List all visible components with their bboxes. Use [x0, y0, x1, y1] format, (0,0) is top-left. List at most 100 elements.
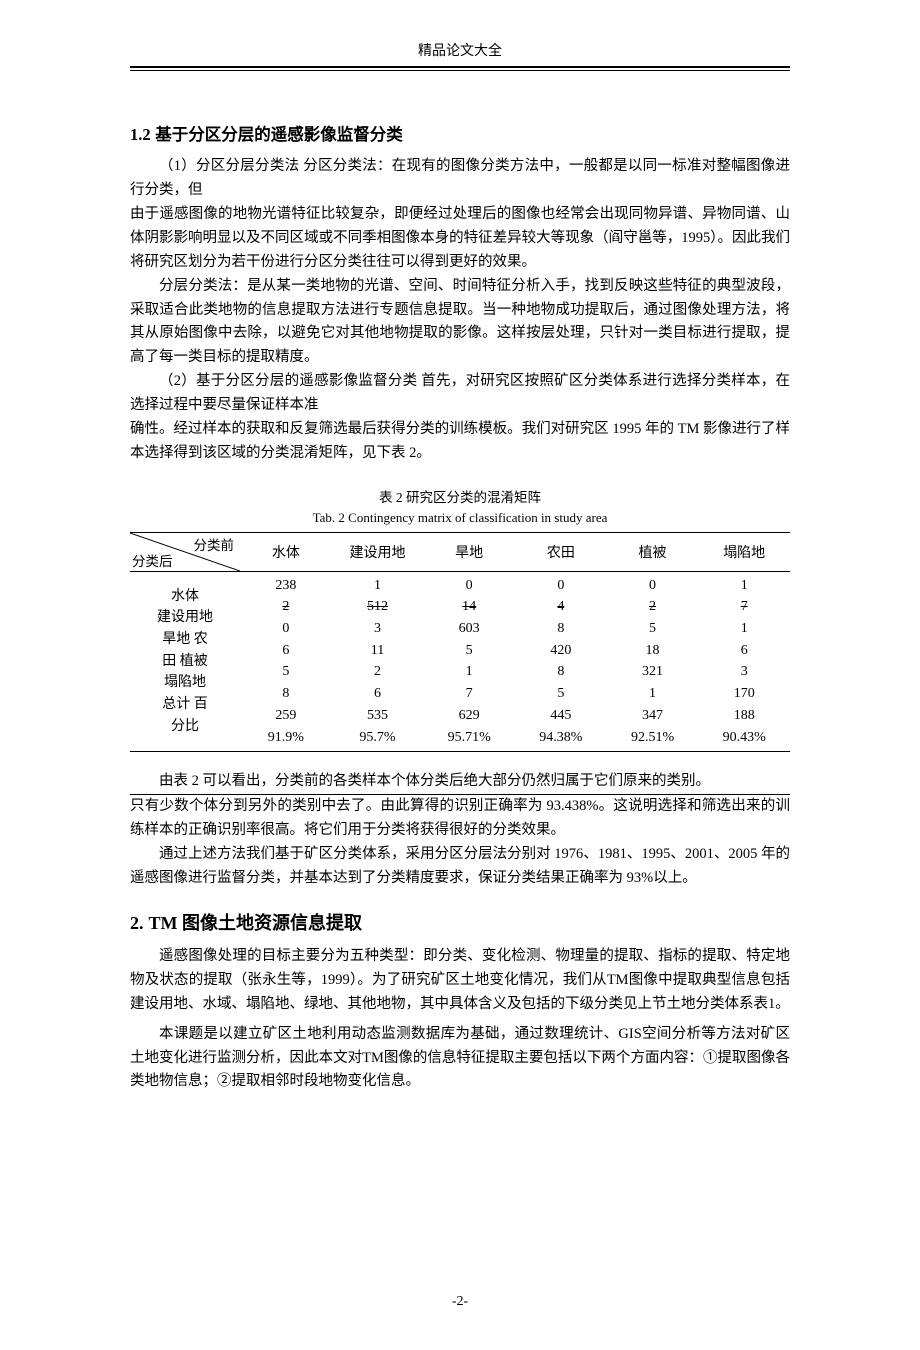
cell: 0 [607, 575, 699, 597]
cell: 6 [698, 640, 790, 662]
para-3: 分层分类法：是从某一类地物的光谱、空间、时间特征分析入手，找到反映这些特征的典型… [130, 275, 790, 371]
cell: 7 [423, 683, 515, 705]
data-row-1: 2 512 14 4 2 7 [240, 596, 790, 618]
cell: 6 [332, 683, 424, 705]
cell: 512 [332, 596, 424, 618]
cell: 259 [240, 705, 332, 727]
cell: 3 [332, 618, 424, 640]
cell: 2 [607, 596, 699, 618]
table-diagonal-cell: 分类前 分类后 [130, 533, 240, 571]
data-block: 238 1 0 0 0 1 2 512 14 4 2 7 0 3 [240, 572, 790, 752]
cell: 8 [240, 683, 332, 705]
cell: 0 [515, 575, 607, 597]
data-row-3: 6 11 5 420 18 6 [240, 640, 790, 662]
cell: 95.7% [332, 727, 424, 749]
cell: 0 [240, 618, 332, 640]
cell: 5 [607, 618, 699, 640]
col-h-0: 水体 [240, 542, 332, 562]
data-row-5: 8 6 7 5 1 170 [240, 683, 790, 705]
cell: 8 [515, 618, 607, 640]
row-h-5: 总计 百 [130, 694, 240, 716]
after-table-p3: 通过上述方法我们基于矿区分类体系，采用分区分层法分别对 1976、1981、19… [130, 843, 790, 891]
row-h-1: 建设用地 [130, 607, 240, 629]
cell: 4 [515, 596, 607, 618]
cell: 2 [240, 596, 332, 618]
cell: 5 [423, 640, 515, 662]
cell: 238 [240, 575, 332, 597]
cell: 420 [515, 640, 607, 662]
cell: 170 [698, 683, 790, 705]
cell: 1 [698, 575, 790, 597]
cell: 5 [240, 661, 332, 683]
cell: 8 [515, 661, 607, 683]
heading-text: 基于分区分层的遥感影像监督分类 [155, 126, 403, 144]
heading-2: 2. TM 图像土地资源信息提取 [130, 909, 790, 935]
data-row-4: 5 2 1 8 321 3 [240, 661, 790, 683]
col-h-2: 旱地 [423, 542, 515, 562]
sec2-p2: 本课题是以建立矿区土地利用动态监测数据库为基础，通过数理统计、GIS空间分析等方… [130, 1023, 790, 1095]
data-row-7: 91.9% 95.7% 95.71% 94.38% 92.51% 90.43% [240, 727, 790, 749]
cell: 91.9% [240, 727, 332, 749]
cell: 95.71% [423, 727, 515, 749]
caption-cn: 表 2 研究区分类的混淆矩阵 [130, 488, 790, 508]
para-2: 由于遥感图像的地物光谱特征比较复杂，即便经过处理后的图像也经常会出现同物异谱、异… [130, 203, 790, 275]
cell: 18 [607, 640, 699, 662]
cell: 5 [515, 683, 607, 705]
table-2: 分类前 分类后 水体 建设用地 旱地 农田 植被 塌陷地 水体 建设用地 旱地 … [130, 532, 790, 753]
table-header-row: 分类前 分类后 水体 建设用地 旱地 农田 植被 塌陷地 [130, 532, 790, 571]
cell: 188 [698, 705, 790, 727]
diag-label-top: 分类前 [194, 534, 235, 554]
after-table-p1: 由表 2 可以看出，分类前的各类样本个体分类后绝大部分仍然归属于它们原来的类别。 [130, 770, 790, 794]
page-number: -2- [130, 1294, 790, 1310]
cell: 6 [240, 640, 332, 662]
cell: 92.51% [607, 727, 699, 749]
cell: 1 [698, 618, 790, 640]
data-row-0: 238 1 0 0 0 1 [240, 575, 790, 597]
para-5: 确性。经过样本的获取和反复筛选最后获得分类的训练模板。我们对研究区 1995 年… [130, 418, 790, 466]
cell: 347 [607, 705, 699, 727]
col-h-3: 农田 [515, 542, 607, 562]
data-row-2: 0 3 603 8 5 1 [240, 618, 790, 640]
cell: 7 [698, 596, 790, 618]
table-bottom-rule [130, 751, 790, 752]
row-h-3: 田 植被 [130, 651, 240, 673]
heading-num: 1.2 [130, 125, 151, 144]
caption-en: Tab. 2 Contingency matrix of classificat… [130, 508, 790, 528]
cell: 0 [423, 575, 515, 597]
table-body: 水体 建设用地 旱地 农 田 植被 塌陷地 总计 百 分比 238 1 0 0 … [130, 571, 790, 752]
cell: 1 [607, 683, 699, 705]
page-header: 精品论文大全 [130, 40, 790, 68]
heading-2-tm: TM [149, 913, 183, 933]
col-h-4: 植被 [607, 542, 699, 562]
col-h-1: 建设用地 [332, 542, 424, 562]
after-table-p2: 只有少数个体分到另外的类别中去了。由此算得的识别正确率为 93.438%。这说明… [130, 795, 790, 843]
para-1: （1）分区分层分类法 分区分类法：在现有的图像分类方法中，一般都是以同一标准对整… [130, 155, 790, 203]
page: 精品论文大全 1.2 基于分区分层的遥感影像监督分类 （1）分区分层分类法 分区… [0, 0, 920, 1350]
cell: 14 [423, 596, 515, 618]
heading-1-2: 1.2 基于分区分层的遥感影像监督分类 [130, 121, 790, 145]
row-h-2: 旱地 农 [130, 629, 240, 651]
heading-2-num: 2. [130, 913, 144, 933]
cell: 1 [332, 575, 424, 597]
cell: 3 [698, 661, 790, 683]
row-h-4: 塌陷地 [130, 672, 240, 694]
cell: 629 [423, 705, 515, 727]
cell: 2 [332, 661, 424, 683]
cell: 535 [332, 705, 424, 727]
data-row-6: 259 535 629 445 347 188 [240, 705, 790, 727]
heading-2-text: 图像土地资源信息提取 [182, 913, 362, 933]
row-h-0: 水体 [130, 586, 240, 608]
cell: 1 [423, 661, 515, 683]
cell: 445 [515, 705, 607, 727]
cell: 321 [607, 661, 699, 683]
cell: 11 [332, 640, 424, 662]
col-h-5: 塌陷地 [698, 542, 790, 562]
row-headers: 水体 建设用地 旱地 农 田 植被 塌陷地 总计 百 分比 [130, 572, 240, 752]
row-h-6: 分比 [130, 716, 240, 738]
header-rule [130, 70, 790, 71]
table-caption: 表 2 研究区分类的混淆矩阵 Tab. 2 Contingency matrix… [130, 488, 790, 528]
cell: 90.43% [698, 727, 790, 749]
sec2-p1: 遥感图像处理的目标主要分为五种类型：即分类、变化检测、物理量的提取、指标的提取、… [130, 945, 790, 1017]
diag-label-bot: 分类后 [132, 550, 173, 570]
cell: 603 [423, 618, 515, 640]
